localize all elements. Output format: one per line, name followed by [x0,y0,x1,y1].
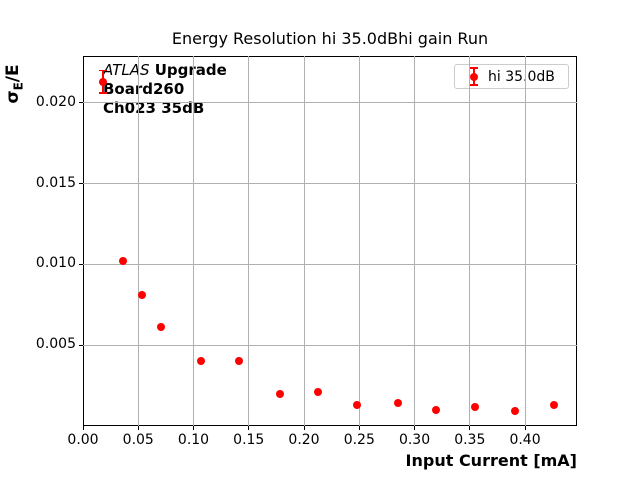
y-tick-mark [79,102,83,104]
x-tick-label: 0.35 [454,432,486,448]
gridline-vertical [193,56,194,426]
y-axis-label-subscript: E [11,82,26,91]
gridline-vertical [137,56,139,426]
data-point [431,405,440,414]
data-point [275,389,284,398]
gridline-vertical [469,56,471,426]
x-tick-label: 0.05 [122,432,154,448]
legend: hi 35.0dB [454,64,569,89]
x-tick-mark [82,426,84,430]
data-point [353,400,362,409]
y-tick-mark [79,183,83,185]
gridline-horizontal [83,263,577,265]
gridline-vertical [248,56,250,426]
data-point [118,257,127,266]
error-bar-cap-top [98,69,107,72]
x-tick-mark [248,426,250,430]
y-tick-label: 0.005 [35,336,76,353]
gridline-vertical [303,56,305,426]
y-tick-mark [79,263,83,265]
data-point [157,323,166,332]
data-point [511,407,520,416]
gridline-vertical [524,56,526,426]
error-bar-cap-bottom [98,92,107,94]
gridline-vertical [414,56,416,426]
data-point [549,400,558,409]
data-point [98,77,107,86]
data-point [234,357,243,366]
annotation-line-3: Ch023 35dB [103,99,205,117]
x-tick-mark [303,426,305,430]
gridline-vertical [358,56,360,426]
legend-entry-label: hi 35.0dB [488,68,555,85]
x-tick-label: 0.40 [509,432,541,448]
y-tick-label: 0.010 [35,255,76,272]
gridline-horizontal [83,102,577,104]
y-axis-label: σE/E [3,24,26,144]
chart-title: Energy Resolution hi 35.0dBhi gain Run [171,29,489,48]
annotation-experiment: ATLAS [103,61,150,79]
annotation-block: ATLAS Upgrade Board260 Ch023 35dB [103,61,227,118]
x-tick-label: 0.15 [233,432,265,448]
annotation-line-2: Board260 [103,80,185,98]
y-tick-label: 0.020 [35,93,76,110]
data-point [197,357,206,366]
x-tick-label: 0.10 [177,432,210,448]
x-tick-mark [193,426,194,430]
x-tick-mark [414,426,416,430]
x-tick-label: 0.20 [288,432,320,448]
y-tick-mark [79,344,83,346]
x-tick-label: 0.00 [67,432,99,448]
data-point [393,399,402,408]
data-point [314,388,323,397]
annotation-tag: Upgrade [149,61,227,79]
gridline-horizontal [83,183,577,185]
x-tick-label: 0.25 [343,432,375,448]
x-tick-mark [358,426,360,430]
gridline-horizontal [83,344,577,346]
x-axis-label: Input Current [mA] [405,451,577,470]
errorbar-marker-icon [469,67,479,86]
annotation-line-1: ATLAS Upgrade [103,61,227,80]
data-point [471,402,480,411]
y-axis-label-rest: /E [3,64,23,83]
x-tick-mark [524,426,526,430]
data-point [137,291,146,300]
y-tick-label: 0.015 [35,174,76,191]
plot-area: ATLAS Upgrade Board260 Ch023 35dB hi 35.… [83,56,577,426]
x-tick-label: 0.30 [398,432,431,448]
x-tick-mark [137,426,139,430]
x-tick-mark [469,426,471,430]
